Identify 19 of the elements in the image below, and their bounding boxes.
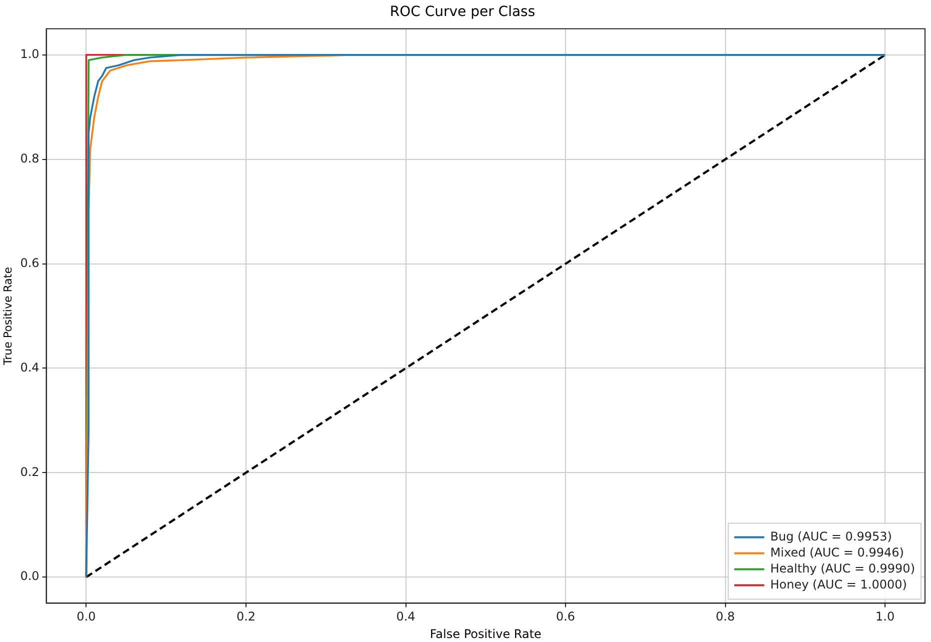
- y-axis-title: True Positive Rate: [1, 266, 14, 366]
- legend-label: Bug (AUC = 0.9953): [770, 529, 892, 544]
- x-tick-label: 0.6: [556, 610, 576, 624]
- legend-label: Healthy (AUC = 0.9990): [770, 561, 916, 576]
- x-tick-label: 0.0: [76, 610, 96, 624]
- y-tick-label: 1.0: [20, 47, 40, 62]
- x-tick-label: 0.8: [716, 610, 735, 624]
- legend-label: Honey (AUC = 1.0000): [770, 577, 907, 592]
- y-tick-label: 0.0: [20, 569, 40, 584]
- y-tick-label: 0.6: [20, 256, 40, 270]
- x-tick-label: 0.2: [236, 610, 256, 624]
- legend-label: Mixed (AUC = 0.9946): [770, 545, 904, 560]
- x-axis-title: False Positive Rate: [430, 626, 542, 641]
- x-tick-label: 0.4: [396, 610, 416, 624]
- y-tick-label: 0.8: [20, 151, 40, 166]
- x-tick-label: 1.0: [876, 610, 895, 624]
- chart-title: ROC Curve per Class: [390, 4, 536, 20]
- y-tick-label: 0.2: [20, 464, 40, 479]
- y-tick-label: 0.4: [20, 360, 40, 374]
